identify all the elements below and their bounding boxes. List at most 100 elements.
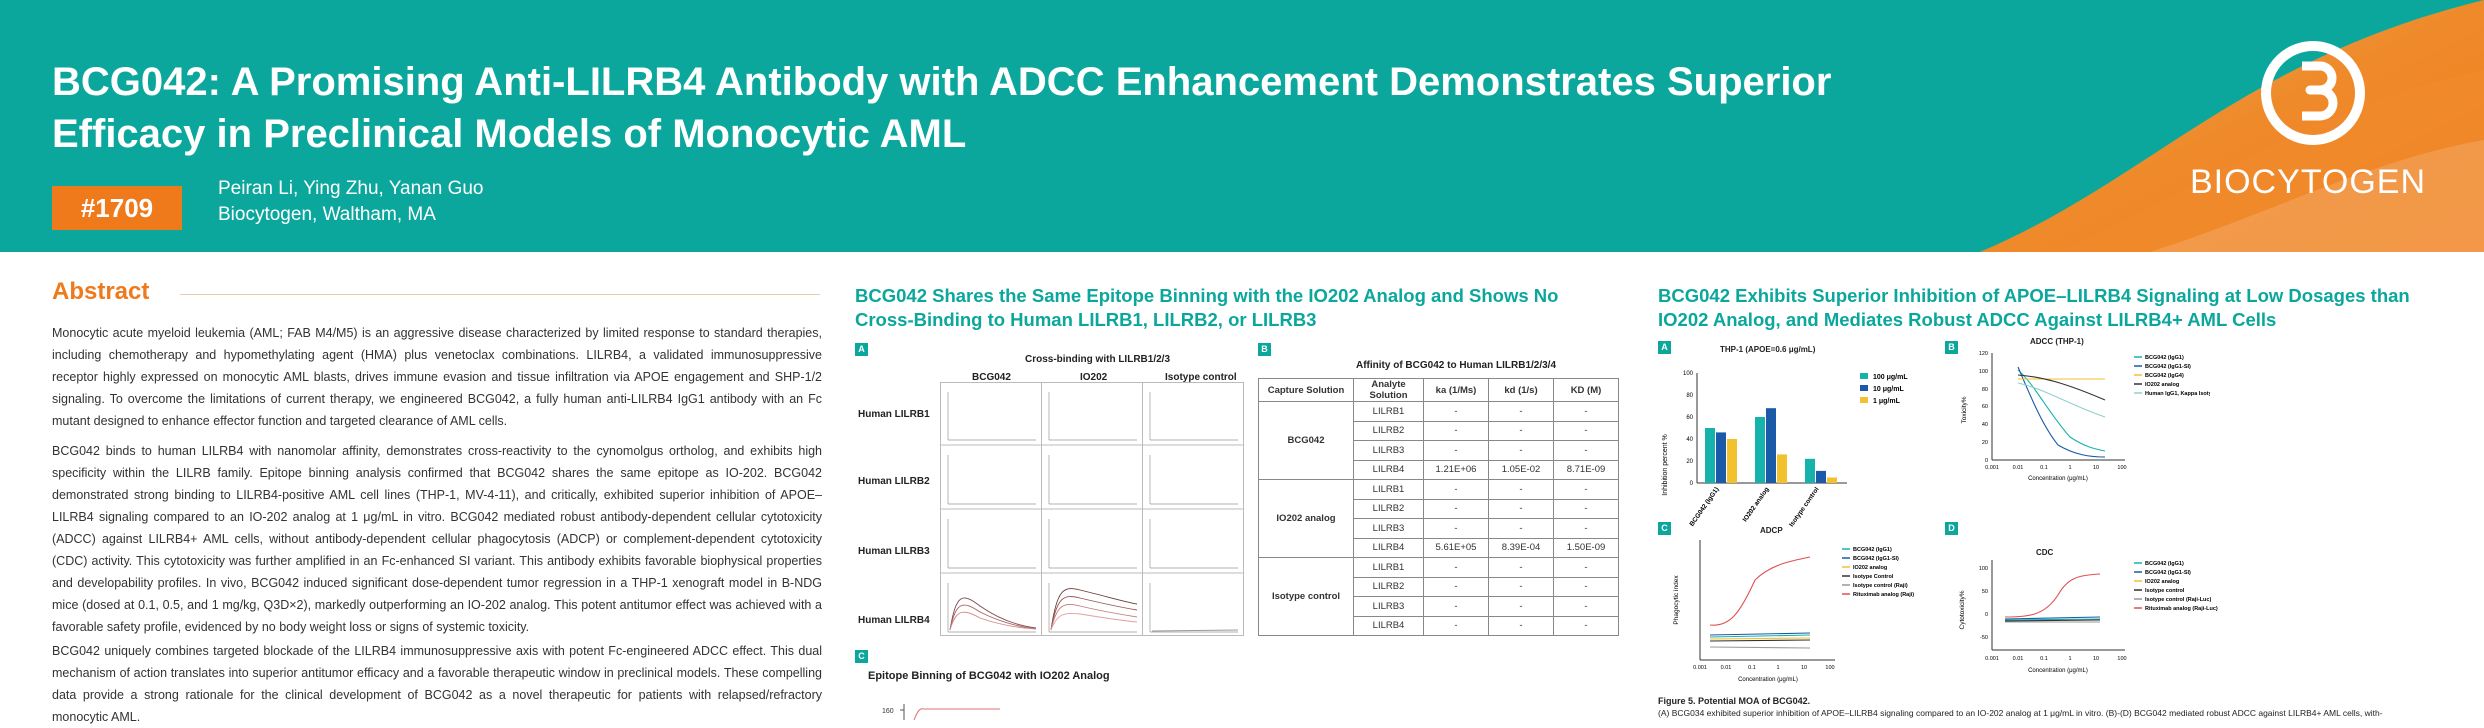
legend-swatch <box>1860 385 1868 391</box>
figure-caption: (A) BCG034 exhibited superior inhibition… <box>1658 708 2383 718</box>
title-line-2: Efficacy in Preclinical Models of Monocy… <box>52 112 967 156</box>
heading-line-1: BCG042 Exhibits Superior Inhibition of A… <box>1658 285 2410 306</box>
section-apoe-heading: BCG042 Exhibits Superior Inhibition of A… <box>1658 284 2458 332</box>
bar-ytick: 20 <box>1686 459 1693 465</box>
bar-category-label: BCG042 (IgG1) <box>1689 486 1721 528</box>
row-lilrb1: Human LILRB1 <box>858 409 930 420</box>
table-row: LILRB4 5.61E+05 8.39E-04 1.50E-09 <box>1259 537 1619 558</box>
table-cell: LILRB3 <box>1353 596 1424 617</box>
table-cell: - <box>1423 479 1489 500</box>
legend-label: Isotype control (Raji-Luc) <box>2145 597 2211 603</box>
xtick: 0.01 <box>2013 656 2024 662</box>
heading-line-2: IO202 Analog, and Mediates Robust ADCC A… <box>1658 309 2277 330</box>
biocytogen-logo-icon <box>2261 41 2365 145</box>
table-cell: - <box>1488 518 1554 539</box>
xtick: 0.1 <box>1748 665 1756 671</box>
cdc-title: CDC <box>2036 548 2054 557</box>
table-cell: - <box>1488 420 1554 441</box>
xtick: 0.001 <box>1985 656 1999 662</box>
col-isotype: Isotype control <box>1165 372 1237 383</box>
title-line-1: BCG042: A Promising Anti-LILRB4 Antibody… <box>52 60 1832 104</box>
xtick: 10 <box>2093 465 2099 471</box>
cdc-xlabel: Concentration (μg/mL) <box>2028 668 2088 674</box>
xtick: 100 <box>2117 656 2126 662</box>
table-cell: - <box>1553 440 1619 461</box>
table-cell: - <box>1423 576 1489 597</box>
cdc-curve-chart: Cytotoxicity% 100 50 0 -50 0.001 0.01 0.… <box>1959 560 2218 674</box>
bar <box>1827 477 1837 483</box>
table-cell: 8.39E-04 <box>1488 537 1554 558</box>
adcc-title: ADCC (THP-1) <box>2030 337 2084 346</box>
table-cell: LILRB1 <box>1353 479 1424 500</box>
panel-label-b: B <box>1945 341 1958 354</box>
panel-label-a: A <box>855 343 868 356</box>
table-cell: 1.50E-09 <box>1553 537 1619 558</box>
table-cell: - <box>1488 401 1554 422</box>
adcp-curve-rituximab <box>1709 556 1811 626</box>
ytick: 50 <box>1982 589 1988 595</box>
xtick: 0.1 <box>2040 465 2048 471</box>
thp1-chart-title: THP-1 (APOE=0.6 μg/mL) <box>1720 345 1816 354</box>
table-row: LILRB2- - - <box>1259 498 1619 519</box>
table-cell: - <box>1553 498 1619 519</box>
affinity-header: KD (M) <box>1553 378 1619 402</box>
legend-label: Isotype control (Raji) <box>1853 583 1908 589</box>
table-cell: - <box>1423 557 1489 578</box>
table-cell: - <box>1488 440 1554 461</box>
table-cell: 8.71E-09 <box>1553 459 1619 480</box>
table-cell: LILRB4 <box>1353 459 1424 480</box>
bar-ytick: 60 <box>1686 415 1693 421</box>
affinity-header: ka (1/Ms) <box>1423 378 1489 402</box>
cross-binding-title: Cross-binding with LILRB1/2/3 <box>1025 354 1171 365</box>
ytick: 20 <box>1982 440 1988 446</box>
table-cell: 5.61E+05 <box>1423 537 1489 558</box>
adcp-curve-chart: Phagocytic index 0.001 0.01 0.1 1 10 100… <box>1673 540 1914 683</box>
table-row: Isotype control LILRB1- - - <box>1258 557 1619 636</box>
table-row: LILRB4- - - <box>1259 615 1619 636</box>
bar-ytick: 0 <box>1690 481 1694 487</box>
capture-cell: BCG042 <box>1258 401 1354 480</box>
adcp-curve-isotype <box>1709 639 1811 642</box>
adcc-curve-igg1 <box>2017 369 2106 452</box>
xtick: 0.001 <box>1693 665 1707 671</box>
bar <box>1766 408 1776 483</box>
affinity-table: Capture Solution Analyte Solution ka (1/Ms… <box>1258 378 1619 636</box>
legend-label: 1 μg/mL <box>1873 398 1901 405</box>
bar <box>1816 470 1826 483</box>
adcc-curve-chart: Toxicity% 120 100 80 60 40 20 0 0.001 0.… <box>1961 351 2210 482</box>
table-row: BCG042 LILRB1- - - <box>1258 401 1619 480</box>
legend-label: Isotype Control <box>1853 574 1894 580</box>
logo-text: BIOCYTOGEN <box>2189 163 2427 201</box>
abstract-paragraph-2: BCG042 binds to human LILRB4 with nanomo… <box>52 444 822 634</box>
xtick: 10 <box>1801 665 1807 671</box>
bar <box>1755 417 1765 483</box>
legend-label: IO202 analog <box>2145 579 2179 585</box>
table-cell: - <box>1553 596 1619 617</box>
bar-category-label: Isotype control <box>1788 486 1821 528</box>
abstract-paragraph-1: Monocytic acute myeloid leukemia (AML; F… <box>52 326 822 428</box>
legend-label: Rituximab analog (Raji-Luc) <box>2145 606 2218 612</box>
cdc-ylabel: Cytotoxicity% <box>1959 590 1966 629</box>
table-cell: - <box>1553 420 1619 441</box>
heading-line-2: Cross-Binding to Human LILRB1, LILRB2, o… <box>855 309 1317 330</box>
adcc-xlabel: Concentration (μg/mL) <box>2028 476 2088 482</box>
ytick: 0 <box>1985 458 1988 464</box>
xtick: 0.001 <box>1985 465 1999 471</box>
table-cell: - <box>1488 479 1554 500</box>
row-lilrb3: Human LILRB3 <box>858 546 930 557</box>
legend-label: 10 μg/mL <box>1873 386 1904 393</box>
xtick: 1 <box>2068 656 2071 662</box>
authors: Peiran Li, Ying Zhu, Yanan Guo <box>218 178 484 199</box>
panel-label-a: A <box>1658 341 1671 354</box>
ytick: 100 <box>1979 566 1988 572</box>
table-cell: - <box>1553 401 1619 422</box>
table-cell: LILRB3 <box>1353 518 1424 539</box>
ytick: 100 <box>1979 369 1988 375</box>
cdc-curve-igg1 <box>2004 618 2101 621</box>
table-cell: - <box>1488 557 1554 578</box>
adcp-curve-io202 <box>1709 637 1811 640</box>
table-cell: LILRB4 <box>1353 537 1424 558</box>
row-lilrb4: Human LILRB4 <box>858 615 930 626</box>
legend-label: BCG042 (IgG4) <box>2145 373 2184 379</box>
epitope-binning-title: Epitope Binning of BCG042 with IO202 Ana… <box>868 670 1110 682</box>
